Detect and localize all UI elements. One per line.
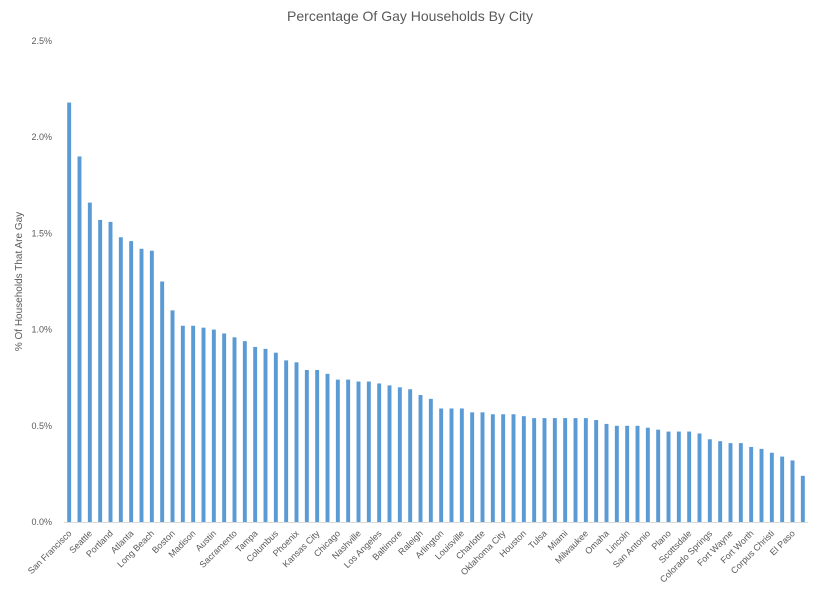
bar [160, 281, 165, 522]
bar [583, 418, 588, 522]
bar [594, 420, 599, 522]
bar [687, 431, 692, 522]
bar [253, 346, 258, 522]
bar [449, 408, 454, 522]
bar [470, 412, 475, 522]
bar [284, 360, 289, 522]
bar [604, 423, 609, 522]
bar [614, 425, 619, 522]
bar [656, 429, 661, 522]
bar [191, 325, 196, 522]
y-axis-title: % Of Households That Are Gay [14, 212, 25, 351]
bar [242, 341, 247, 522]
bar [273, 352, 278, 522]
bar [573, 418, 578, 522]
bar [490, 414, 495, 522]
bar [201, 327, 206, 522]
bar [211, 329, 216, 522]
chart-title: Percentage Of Gay Households By City [287, 8, 533, 24]
bar [738, 443, 743, 522]
y-tick-label: 2.5% [31, 36, 52, 46]
bar [676, 431, 681, 522]
bar [387, 385, 392, 522]
bar [377, 383, 382, 522]
bar [180, 325, 185, 522]
bar [366, 381, 371, 522]
bar [459, 408, 464, 522]
bar [108, 221, 113, 523]
bar [170, 310, 175, 522]
bar [222, 333, 227, 522]
bar [98, 219, 103, 522]
bar [356, 381, 361, 522]
y-tick-label: 0.0% [31, 517, 52, 527]
bar [315, 370, 320, 522]
bar [87, 202, 92, 522]
bar [697, 433, 702, 522]
x-tick-label: Tulsa [527, 528, 549, 550]
bar [780, 456, 785, 522]
bar [304, 370, 309, 522]
bar [625, 425, 630, 522]
bar [118, 237, 123, 522]
bar [397, 387, 402, 522]
bar [139, 248, 144, 523]
y-tick-label: 1.5% [31, 228, 52, 238]
bar [728, 443, 733, 522]
y-tick-label: 0.5% [31, 421, 52, 431]
bar [563, 418, 568, 522]
bar [408, 389, 413, 522]
bar [521, 416, 526, 522]
bar [759, 448, 764, 522]
bar [666, 431, 671, 522]
bar [718, 441, 723, 522]
bar [480, 412, 485, 522]
bar [294, 362, 299, 522]
bar [769, 452, 774, 522]
y-tick-label: 1.0% [31, 325, 52, 335]
bar [232, 337, 237, 522]
y-tick-label: 2.0% [31, 132, 52, 142]
bar [263, 348, 268, 522]
bar [501, 414, 506, 522]
bar [542, 418, 547, 522]
bar [335, 379, 340, 522]
bar [325, 373, 330, 522]
bar [129, 241, 134, 522]
bar [439, 408, 444, 522]
bar [707, 439, 712, 522]
bar [346, 379, 351, 522]
bar [552, 418, 557, 522]
bar [645, 427, 650, 522]
bar [532, 418, 537, 522]
bar [149, 250, 154, 522]
bar [511, 414, 516, 522]
bar [77, 156, 82, 522]
bar [428, 398, 433, 522]
x-tick-label: San Francisco [26, 528, 74, 576]
bar [418, 395, 423, 522]
bar [800, 475, 805, 522]
bar [790, 460, 795, 522]
bar [635, 425, 640, 522]
bar [67, 102, 72, 522]
bar [749, 446, 754, 522]
